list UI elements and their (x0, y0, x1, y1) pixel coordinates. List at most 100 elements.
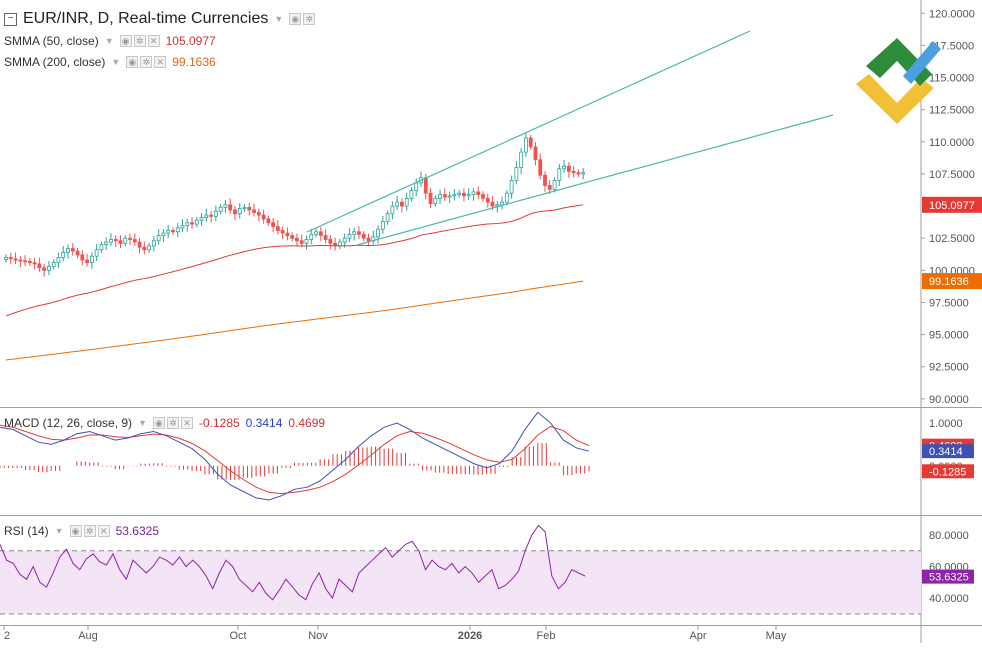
macd-marker-label: -0.1285 (929, 466, 966, 478)
candle-body (56, 257, 61, 264)
visibility-eye-icon[interactable]: ◉ (289, 13, 302, 25)
candle-body (547, 185, 552, 190)
candle-body (304, 239, 309, 244)
candle-body (204, 214, 209, 219)
settings-gear-icon[interactable]: ✲ (303, 13, 316, 25)
time-tick-label: Feb (537, 630, 556, 642)
smma50-value: 105.0977 (165, 34, 216, 48)
close-icon[interactable]: ✕ (180, 417, 193, 429)
candle-body (457, 192, 462, 195)
chevron-down-icon[interactable]: ▼ (274, 14, 284, 24)
price-tick-label: 110.0000 (929, 137, 974, 149)
candle-body (123, 237, 128, 244)
candle-body (519, 151, 524, 168)
candle-body (490, 201, 495, 207)
candle-body (161, 232, 166, 237)
candle-body (524, 137, 528, 153)
smma200-legend[interactable]: SMMA (200, close) ▼ ◉ ✲ ✕ 99.1636 (4, 55, 216, 69)
symbol-legend[interactable]: − EUR/INR, D, Real-time Currencies ▼ ◉ ✲ (4, 10, 316, 28)
candle-body (309, 233, 314, 240)
candle-body (175, 227, 180, 233)
close-icon[interactable]: ✕ (154, 56, 167, 68)
candle-body (13, 258, 18, 261)
candle-body (528, 137, 533, 148)
logo-yellow-chevron (856, 74, 934, 124)
candle-body (557, 168, 562, 181)
smma50-line (5, 204, 584, 317)
candle-body (66, 248, 70, 253)
chevron-down-icon[interactable]: ▼ (104, 36, 114, 46)
price-tick-label: 107.5000 (929, 169, 975, 181)
candle-body (218, 206, 223, 212)
logo-blue-stroke (903, 41, 941, 84)
macd-legend[interactable]: MACD (12, 26, close, 9) ▼ ◉ ✲ ✕ -0.1285 … (4, 416, 325, 430)
rsi-tick-label: 80.0000 (929, 530, 969, 542)
time-tick-label: May (766, 630, 787, 642)
collapse-icon[interactable]: − (4, 12, 17, 26)
chevron-down-icon[interactable]: ▼ (111, 57, 121, 67)
candle-body (151, 240, 156, 247)
candle-body (266, 218, 271, 224)
visibility-eye-icon[interactable]: ◉ (119, 35, 132, 47)
trend-line-lower (356, 114, 834, 246)
candle-body (118, 240, 123, 244)
candle-body (128, 237, 132, 240)
candle-body (280, 230, 285, 234)
close-icon[interactable]: ✕ (147, 35, 160, 47)
candle-body (533, 146, 538, 161)
chevron-down-icon[interactable]: ▼ (138, 418, 147, 428)
price-tick-label: 102.5000 (929, 233, 975, 245)
candle-body (237, 208, 242, 215)
smma200-line (5, 280, 584, 361)
macd-hist-value: -0.1285 (198, 416, 240, 430)
candle-body (423, 177, 428, 194)
candle-body (514, 167, 519, 181)
candle-body (275, 226, 280, 231)
candle-body (299, 240, 304, 244)
price-tick-label: 95.0000 (929, 330, 969, 342)
chevron-down-icon[interactable]: ▼ (54, 526, 64, 536)
settings-gear-icon[interactable]: ✲ (166, 417, 179, 429)
candle-body (337, 241, 342, 247)
price-tick-label: 97.5000 (929, 297, 969, 309)
rsi-label: RSI (14) (4, 524, 49, 538)
settings-gear-icon[interactable]: ✲ (83, 525, 96, 537)
close-icon[interactable]: ✕ (97, 525, 110, 537)
settings-gear-icon[interactable]: ✲ (140, 56, 153, 68)
candle-body (318, 231, 323, 237)
macd-label: MACD (12, 26, close, 9) (4, 416, 133, 430)
price-tick-label: 115.0000 (929, 73, 974, 85)
smma50-label: SMMA (50, close) (4, 34, 99, 48)
rsi-legend[interactable]: RSI (14) ▼ ◉ ✲ ✕ 53.6325 (4, 524, 159, 538)
candle-body (395, 201, 400, 207)
candle-body (171, 230, 175, 233)
macd-line-value: 0.3414 (245, 416, 283, 430)
price-tick-label: 112.5000 (929, 105, 974, 117)
candle-body (261, 214, 266, 220)
smma50-legend[interactable]: SMMA (50, close) ▼ ◉ ✲ ✕ 105.0977 (4, 34, 216, 48)
candle-body (61, 251, 66, 258)
candle-body (347, 233, 352, 239)
smma200-value: 99.1636 (172, 55, 216, 69)
smma200-label: SMMA (200, close) (4, 55, 106, 69)
candle-body (94, 249, 99, 257)
candle-body (323, 235, 328, 240)
candle-body (228, 204, 233, 211)
candle-body (247, 206, 252, 211)
rsi-line (0, 524, 586, 601)
settings-gear-icon[interactable]: ✲ (133, 35, 146, 47)
candle-body (442, 194, 447, 198)
candle-body (433, 197, 438, 204)
candle-body (104, 241, 109, 246)
visibility-eye-icon[interactable]: ◉ (69, 525, 82, 537)
visibility-eye-icon[interactable]: ◉ (126, 56, 139, 68)
candle-body (209, 214, 214, 217)
visibility-eye-icon[interactable]: ◉ (152, 417, 165, 429)
candle-body (504, 192, 509, 203)
candle-body (366, 237, 371, 242)
candle-body (137, 241, 142, 248)
candle-body (233, 209, 237, 215)
candle-body (256, 212, 261, 216)
